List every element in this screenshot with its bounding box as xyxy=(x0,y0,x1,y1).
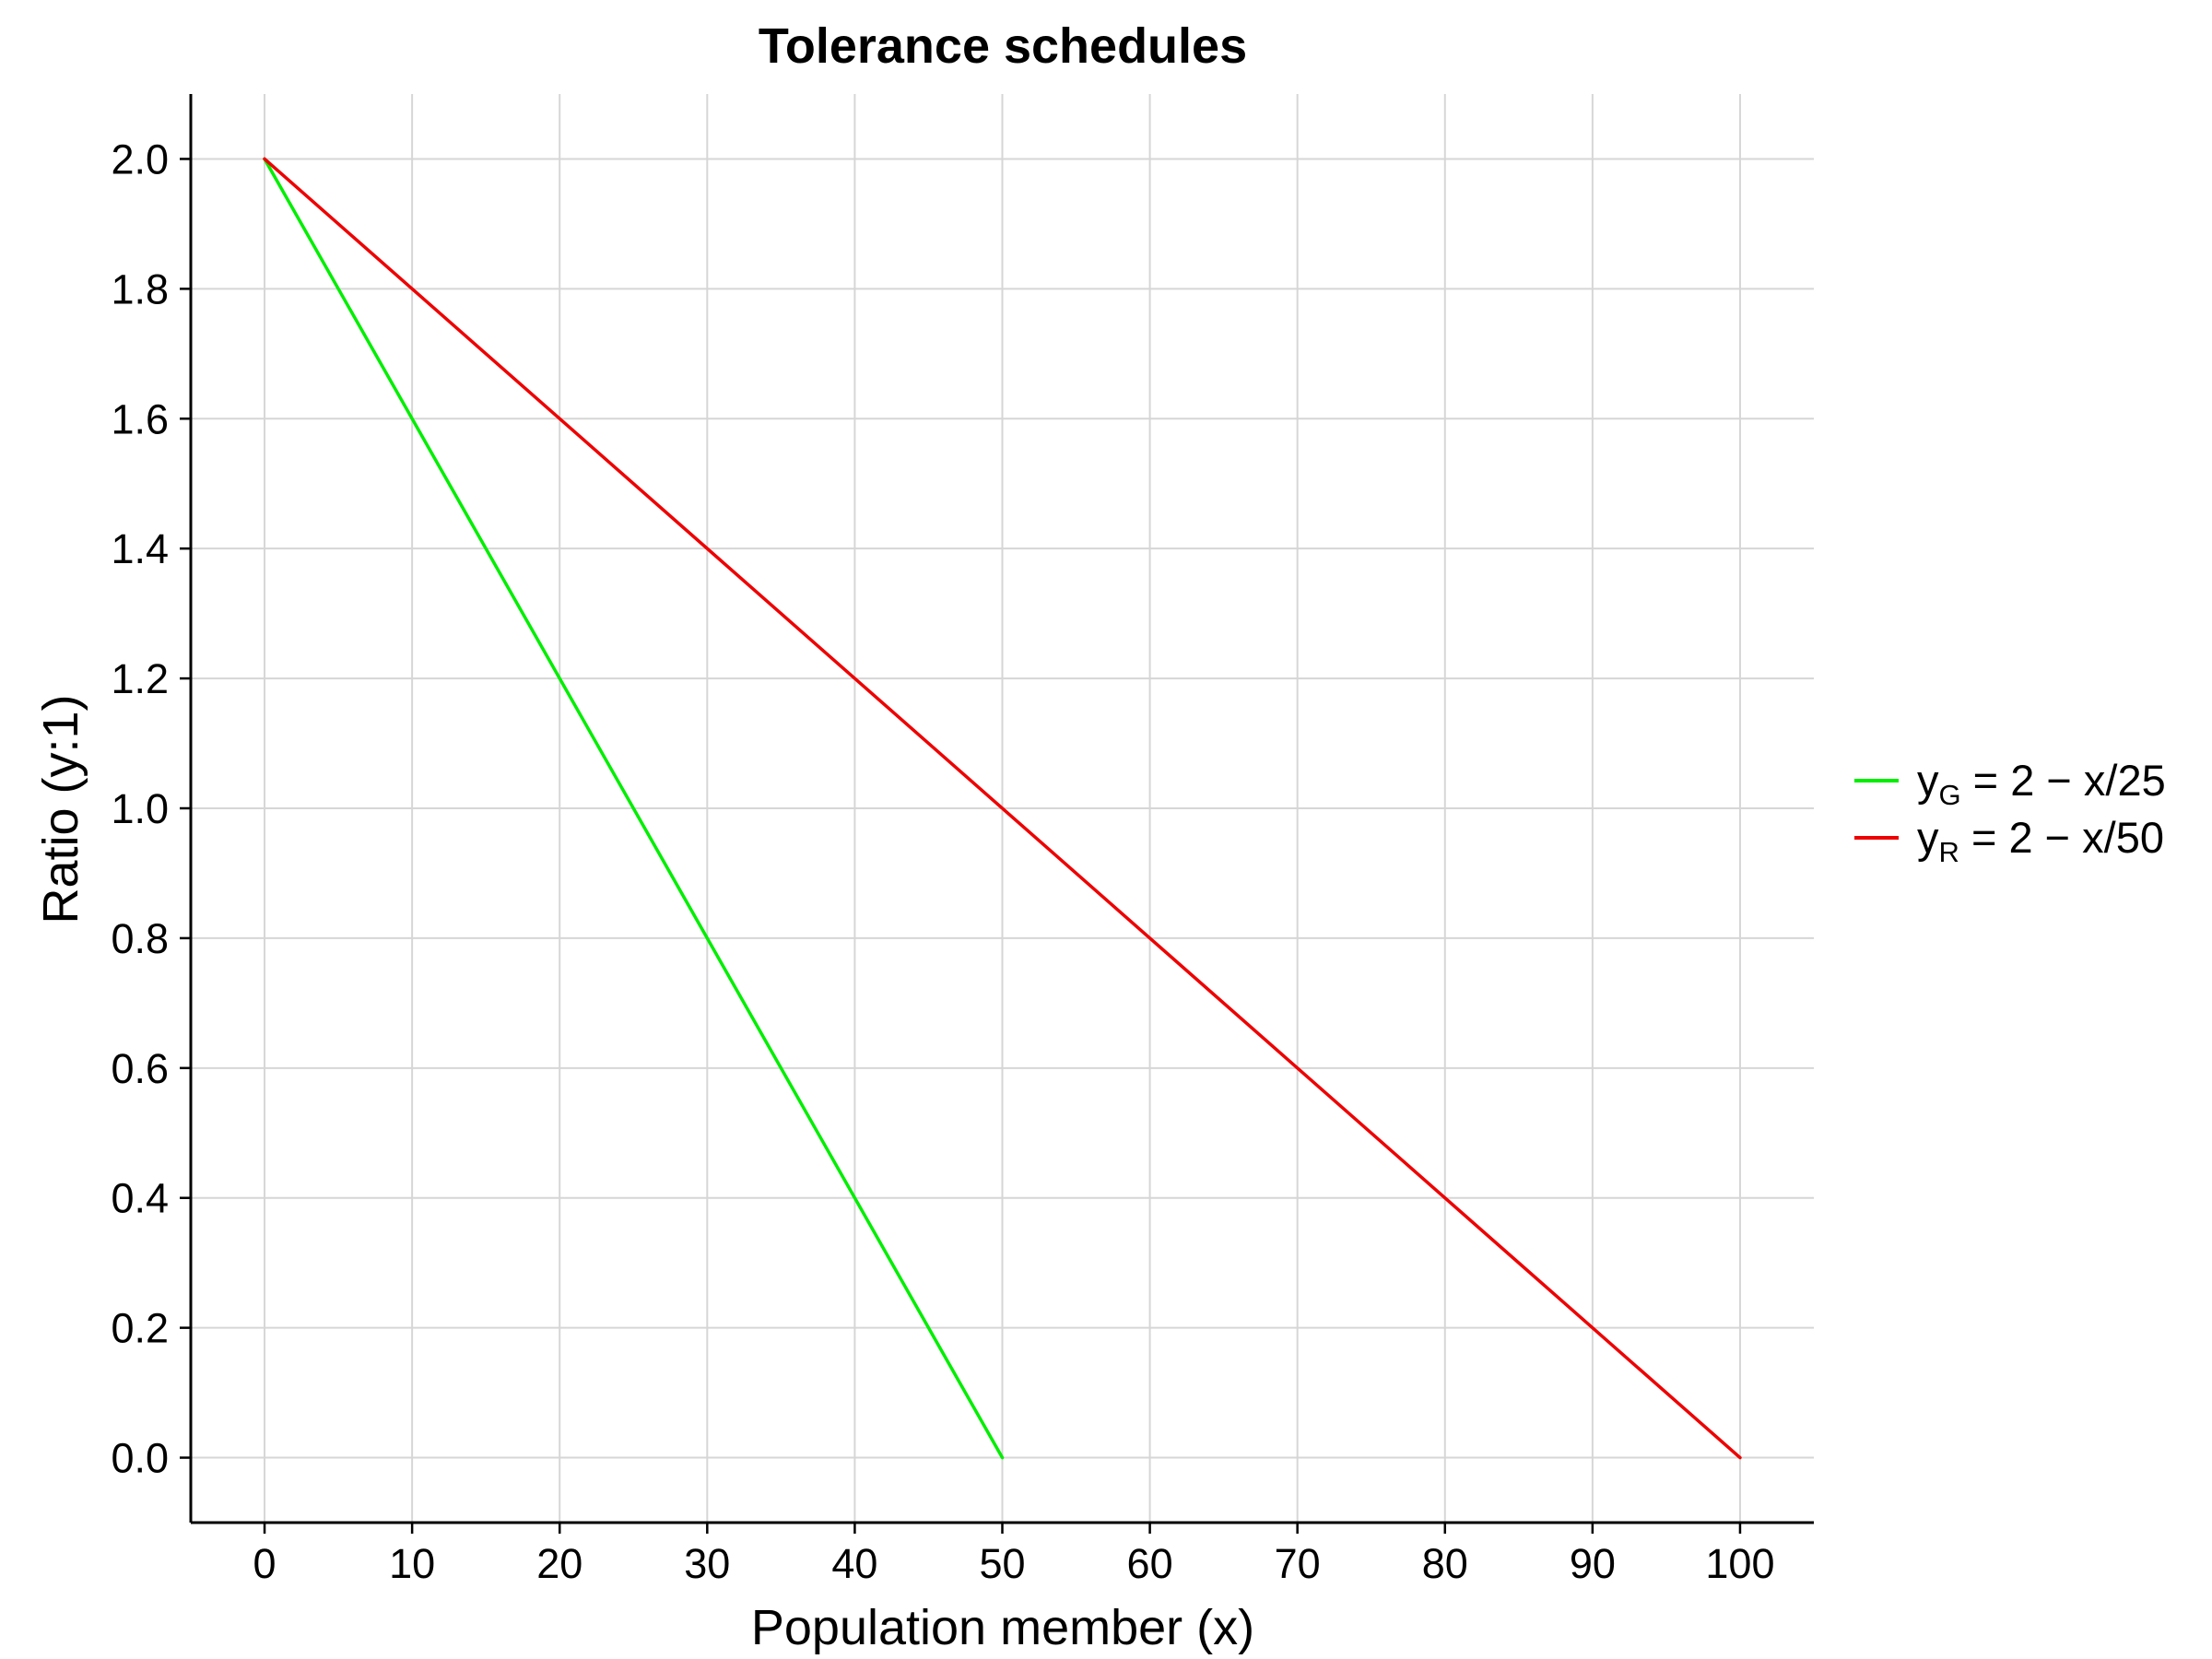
x-tick-label: 40 xyxy=(831,1540,877,1587)
y-tick-label: 1.4 xyxy=(111,525,169,572)
series-line-g xyxy=(263,157,1005,1460)
grid xyxy=(191,94,1814,1523)
y-tick-label: 2.0 xyxy=(111,135,169,182)
legend-item: yG = 2 − x/25 xyxy=(1854,756,2166,811)
y-tick-label: 0.8 xyxy=(111,915,169,962)
x-tick-label: 90 xyxy=(1570,1540,1616,1587)
legend-label: yG = 2 − x/25 xyxy=(1917,756,2166,811)
x-tick-label: 30 xyxy=(684,1540,730,1587)
y-tick-label: 0.4 xyxy=(111,1175,169,1222)
y-axis-title: Ratio (y:1) xyxy=(33,694,88,924)
y-tick-label: 1.0 xyxy=(111,785,169,832)
x-tick-label: 80 xyxy=(1422,1540,1468,1587)
series-line-r xyxy=(263,157,1742,1460)
x-tick-label: 70 xyxy=(1275,1540,1321,1587)
chart-title: Tolerance schedules xyxy=(759,18,1247,74)
y-tick-label: 1.6 xyxy=(111,395,169,442)
y-tick-label: 0.2 xyxy=(111,1305,169,1352)
y-tick-label: 0.6 xyxy=(111,1045,169,1092)
x-tick-label: 60 xyxy=(1127,1540,1173,1587)
x-axis-title: Population member (x) xyxy=(751,1600,1254,1655)
series-layer xyxy=(263,157,1742,1460)
legend-item: yR = 2 − x/50 xyxy=(1854,813,2164,868)
x-tick-label: 20 xyxy=(536,1540,582,1587)
x-tick-label: 10 xyxy=(389,1540,435,1587)
y-axis-ticks: 0.0 0.2 0.4 0.6 0.8 1.0 1.2 1.4 1.6 1.8 2.0 xyxy=(111,135,191,1482)
legend-label: yR = 2 − x/50 xyxy=(1917,813,2164,868)
y-tick-label: 1.8 xyxy=(111,265,169,312)
y-tick-label: 0.0 xyxy=(111,1435,169,1482)
x-tick-label: 100 xyxy=(1705,1540,1774,1587)
x-tick-label: 0 xyxy=(253,1540,276,1587)
x-tick-label: 50 xyxy=(979,1540,1025,1587)
x-axis-ticks: 0 10 20 30 40 50 60 70 80 90 100 xyxy=(253,1523,1775,1587)
y-tick-label: 1.2 xyxy=(111,655,169,702)
